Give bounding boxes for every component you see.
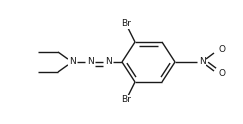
Text: Br: Br [121,95,131,105]
Text: N: N [69,58,75,66]
Text: N: N [105,58,111,66]
Text: O: O [218,46,225,55]
Text: N: N [87,58,93,66]
Text: O: O [218,69,225,78]
Text: Br: Br [121,19,131,29]
Text: N: N [199,58,205,66]
